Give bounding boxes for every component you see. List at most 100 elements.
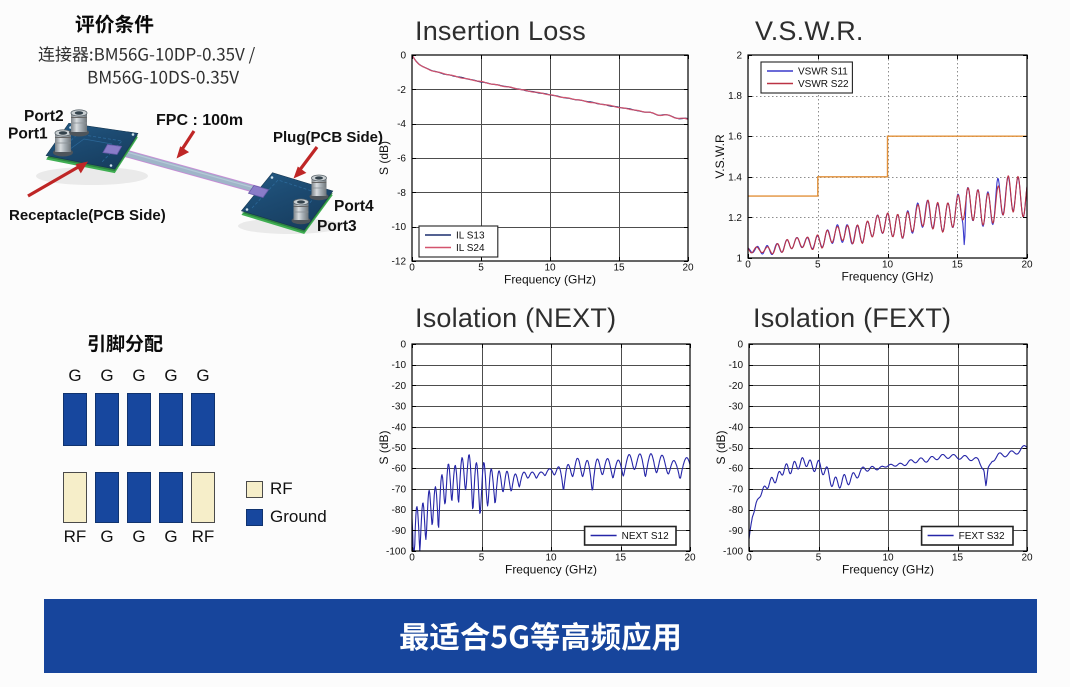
pin-top-label: G: [100, 366, 114, 385]
receptacle-label: Receptacle(PCB Side): [9, 207, 166, 224]
plug-label: Plug(PCB Side): [273, 129, 383, 146]
x-tick-label: 0: [746, 553, 752, 564]
ticks-insertion-loss: [412, 55, 689, 262]
pin-bottom-label: G: [132, 527, 146, 546]
banner-text-svg: [400, 621, 679, 652]
port4-label: Port4: [334, 198, 374, 215]
y-tick-label: 1.6: [728, 132, 742, 143]
pin-top-label: G: [132, 366, 146, 385]
plug-arrow: [293, 146, 319, 179]
pin-top-label: G: [196, 366, 210, 385]
x-tick-label: 15: [952, 553, 964, 564]
pin-bar-bottom: [127, 472, 151, 523]
port1-connector: [53, 129, 73, 157]
rf-legend-label: RF: [270, 479, 293, 498]
series-isolation-fext: [749, 445, 1027, 540]
legend-label: FEXT S32: [959, 531, 1005, 542]
port1-label: Port1: [8, 126, 48, 143]
ground-legend-label: Ground: [270, 507, 327, 526]
y-tick-label: -10: [392, 360, 407, 371]
fpc-label: FPC : 100m: [156, 112, 243, 129]
y-tick-label: -80: [729, 505, 744, 516]
x-tick-label: 15: [613, 263, 625, 274]
series-line-NEXT S12: [412, 453, 690, 551]
port2-connector: [69, 109, 89, 137]
port2-label: Port2: [24, 108, 64, 125]
pin-bottom-label: RF: [191, 527, 215, 546]
plug-fpc-connector: [247, 185, 270, 198]
y-tick-label: -20: [729, 381, 744, 392]
port3-connector: [291, 198, 311, 225]
y-tick-label: -70: [729, 484, 744, 495]
y-tick-label: -12: [392, 257, 407, 268]
test-setup-illustration: Port2 Port1 FPC : 100m Plug(PCB Side) Re…: [8, 108, 383, 235]
x-axis-label: Frequency (GHz): [504, 273, 596, 287]
x-axis-label: Frequency (GHz): [842, 563, 934, 577]
x-tick-label: 5: [816, 553, 822, 564]
pin-bar-top: [95, 393, 119, 446]
line-spec-limit: [748, 135, 1027, 197]
y-axis-label: S (dB): [377, 141, 391, 175]
y-tick-label: -30: [729, 402, 744, 413]
y-tick-label: -90: [392, 526, 407, 537]
y-tick-label: 0: [400, 340, 406, 351]
left-board-shadow: [36, 167, 148, 185]
y-axis-label: V.S.W.R: [713, 134, 727, 179]
x-axis-label: Frequency (GHz): [505, 563, 597, 577]
vswr-chart: 0 5 10 15 20 1 1.2 1.4 1.6 1.8 2 Frequency (GHz) V.S…: [713, 51, 1033, 284]
connector-line1: [38, 46, 255, 64]
receptacle-arrow: [27, 161, 88, 198]
legend-label: VSWR S11: [798, 67, 848, 78]
isolation-next-chart: 0 5 10 15 20 0 -10 -20 -30 -40 -50 -60 -70 -80 -90 -100…: [377, 340, 696, 577]
pin-bar-bottom: [159, 472, 183, 523]
ticks-vswr: [748, 55, 1028, 259]
y-tick-label: 1: [736, 254, 742, 265]
series-insertion-loss: [412, 55, 688, 120]
y-tick-label: -4: [397, 119, 406, 130]
pin-bar-top: [191, 393, 215, 446]
y-tick-label: -40: [392, 422, 407, 433]
y-tick-label: -10: [729, 360, 744, 371]
series-isolation-next: [412, 453, 690, 551]
pin-bottom-label: RF: [63, 527, 87, 546]
y-tick-label: 1.4: [728, 172, 742, 183]
grid-insertion-loss: [412, 55, 688, 261]
connector-line2: [88, 70, 240, 84]
x-tick-label: 15: [615, 553, 627, 564]
y-tick-label: -90: [729, 526, 744, 537]
legend-isolation-next: NEXT S12: [583, 525, 677, 546]
y-axis-label: S (dB): [714, 430, 728, 464]
y-tick-label: -40: [729, 422, 744, 433]
series-vswr: [748, 135, 1027, 256]
insertion-loss-chart: 0 5 10 15 20 0 -2 -4 -6 -8 -10 -12 Frequency (GHz) S …: [377, 51, 694, 287]
vswr-title: V.S.W.R.: [755, 16, 864, 46]
pin-bar-bottom: [191, 472, 215, 523]
x-tick-label: 5: [815, 260, 821, 271]
series-line-VSWR S22: [748, 175, 1027, 255]
legend-isolation-fext: FEXT S32: [920, 525, 1014, 546]
x-tick-label: 15: [952, 260, 964, 271]
pin-top-label: G: [164, 366, 178, 385]
evaluation-title: [75, 14, 154, 34]
insertion-loss-title: Insertion Loss: [415, 16, 586, 46]
y-tick-label: -30: [392, 402, 407, 413]
y-tick-label: -70: [392, 484, 407, 495]
x-tick-label: 0: [745, 260, 751, 271]
y-tick-label: -50: [729, 443, 744, 454]
y-tick-label: -60: [392, 464, 407, 475]
x-tick-label: 20: [684, 553, 696, 564]
pin-bar-top: [159, 393, 183, 446]
ground-legend-swatch: [246, 509, 263, 526]
x-tick-label: 5: [479, 553, 485, 564]
bottom-banner: 最适合5G等高频应用: [44, 599, 1037, 673]
y-axis-label: S (dB): [377, 430, 391, 464]
legend-label: VSWR S22: [798, 79, 849, 90]
x-axis-label: Frequency (GHz): [841, 270, 933, 284]
y-tick-label: -50: [392, 443, 407, 454]
series-line-IL S24: [412, 55, 688, 120]
legend-label: NEXT S12: [622, 531, 669, 542]
y-tick-label: -2: [397, 85, 406, 96]
